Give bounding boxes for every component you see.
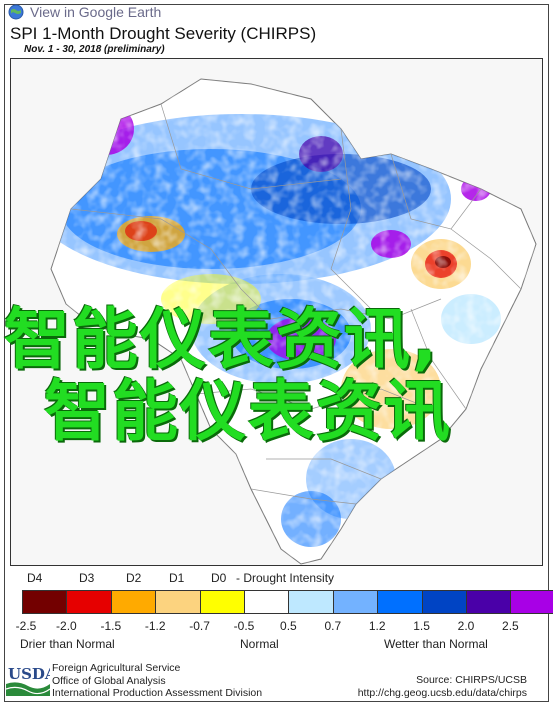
legend-tick-11: 2.5 <box>502 619 519 633</box>
legend-tick-9: 1.5 <box>413 619 430 633</box>
watermark-text-line1: 智能仪表资讯, <box>4 301 440 378</box>
google-earth-link-label: View in Google Earth <box>30 4 162 20</box>
legend-tick-labels: -2.5 -2.0 -1.5 -1.2 -0.7 -0.5 0.5 0.7 1.2 1.5 2.0 2… <box>0 619 553 633</box>
legend-swatch-10 <box>466 591 512 613</box>
usda-logo-text: USDA <box>8 665 50 683</box>
legend-class-d4: D4 <box>27 571 43 585</box>
agency-block: Foreign Agricultural Service Office of G… <box>52 662 262 700</box>
legend-swatch-4 <box>200 591 245 613</box>
legend-tick-0: -2.5 <box>15 619 37 633</box>
legend-tick-1: -2.0 <box>56 619 77 633</box>
legend-class-labels: D4 D3 D2 D1 D0 - Drought Intensity <box>0 571 553 587</box>
source-url[interactable]: http://chg.geog.ucsb.edu/data/chirps <box>357 687 527 699</box>
legend-swatch-5 <box>244 591 290 613</box>
state-borders <box>70 103 522 505</box>
legend-tick-7: 0.7 <box>324 619 342 633</box>
legend-tick-5: -0.5 <box>233 619 255 633</box>
legend-tick-8: 1.2 <box>368 619 386 633</box>
legend-class-d0: D0 <box>211 571 227 585</box>
google-earth-icon <box>8 4 24 20</box>
legend-drier-label: Drier than Normal <box>20 637 115 651</box>
drought-map[interactable] <box>10 58 543 566</box>
legend-swatch-3 <box>156 591 201 613</box>
legend-class-d1: D1 <box>169 571 185 585</box>
legend-swatch-8 <box>378 591 423 613</box>
legend-tick-4: -0.7 <box>189 619 210 633</box>
view-in-google-earth-link[interactable]: View in Google Earth <box>8 4 161 20</box>
legend-tick-10: 2.0 <box>457 619 475 633</box>
legend-class-d3: D3 <box>79 571 95 585</box>
map-title: SPI 1-Month Drought Severity (CHIRPS) <box>10 24 317 43</box>
legend-swatch-9 <box>422 591 467 613</box>
legend-swatch-2 <box>111 591 157 613</box>
legend-swatch-1 <box>67 591 112 613</box>
legend-class-d2: D2 <box>126 571 142 585</box>
source-block: Source: CHIRPS/UCSB http://chg.geog.ucsb… <box>358 674 527 700</box>
legend-swatch-6 <box>289 591 334 613</box>
source-line-1: Source: CHIRPS/UCSB <box>416 674 527 686</box>
legend-swatch-11 <box>511 591 553 613</box>
legend-swatch-0 <box>23 591 68 613</box>
agency-line-1: Foreign Agricultural Service <box>52 662 181 674</box>
legend-swatch-7 <box>333 591 379 613</box>
legend-wetter-label: Wetter than Normal <box>384 637 488 651</box>
legend-tick-6: 0.5 <box>280 619 297 633</box>
agency-line-3: International Production Assessment Divi… <box>52 687 263 699</box>
footer: USDA Foreign Agricultural Service Office… <box>4 660 549 702</box>
legend-tick-2: -1.5 <box>100 619 122 633</box>
legend-drought-intensity-label: - Drought Intensity <box>236 571 335 585</box>
agency-line-2: Office of Global Analysis <box>52 674 166 687</box>
map-subtitle: Nov. 1 - 30, 2018 (preliminary) <box>24 44 165 55</box>
usda-logo: USDA <box>6 665 50 696</box>
watermark-text-line2: 智能仪表资讯 <box>44 373 452 450</box>
legend-tick-3: -1.2 <box>144 619 166 633</box>
legend-colorbar <box>22 590 553 614</box>
legend-normal-label: Normal <box>240 637 279 651</box>
